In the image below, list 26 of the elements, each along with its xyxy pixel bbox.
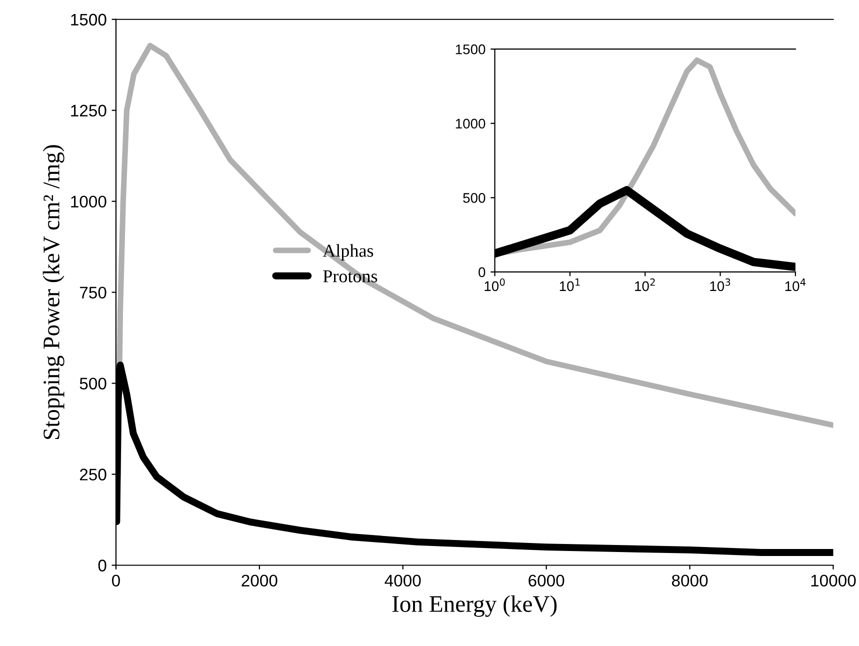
legend-label: Protons: [323, 270, 378, 282]
x-tick-label: 10$^{0}$: [484, 278, 505, 292]
x-tick-label: 10$^{3}$: [710, 278, 730, 292]
y-tick-label: 1000: [71, 196, 106, 208]
y-tick-label: 1250: [71, 104, 106, 117]
y-tick-label: 500: [463, 193, 486, 203]
x-tick-label: 10$^{1}$: [560, 278, 580, 292]
x-tick-label: 10000: [811, 574, 856, 587]
x-tick-label: 10$^{2}$: [635, 278, 655, 292]
x-tick-label: 4000: [384, 574, 421, 587]
y-tick-label: 0: [98, 560, 106, 572]
y-tick-label: 500: [80, 378, 106, 390]
y-tick-label: 0: [478, 267, 486, 278]
y-tick-label: 750: [80, 286, 106, 299]
legend-label: Alphas: [322, 244, 374, 261]
y-tick-label: 250: [80, 468, 106, 480]
x-tick-label: 0: [112, 574, 120, 587]
x-tick-label: 2000: [242, 574, 278, 587]
y-axis-title: Stopping Power (keV cm² /mg): [42, 145, 64, 439]
x-axis-title: Ion Energy (keV): [392, 595, 557, 617]
y-tick-label: 1500: [71, 14, 106, 26]
y-tick-label: 1500: [456, 44, 486, 54]
y-tick-label: 1000: [456, 118, 486, 129]
x-tick-label: 8000: [672, 574, 708, 587]
x-tick-label: 6000: [528, 574, 564, 587]
x-tick-label: 10$^{4}$: [785, 278, 806, 292]
